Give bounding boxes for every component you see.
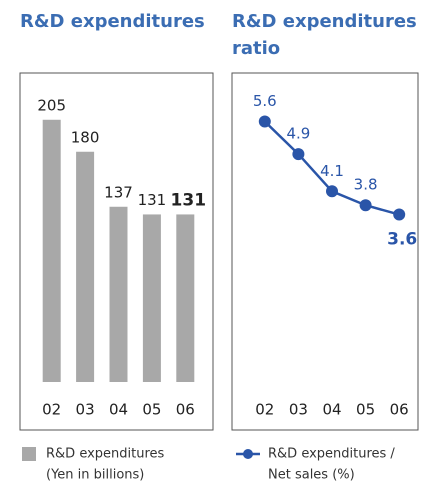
x-tick-label: 03 [76, 401, 95, 419]
legend-label: Net sales (%) [268, 468, 355, 483]
marker [393, 208, 406, 221]
x-tick-label: 04 [109, 401, 128, 419]
data-label: 131 [171, 190, 207, 210]
data-label: 205 [37, 96, 66, 114]
bar [109, 206, 128, 382]
marker [292, 148, 305, 161]
x-tick-label: 04 [322, 401, 341, 419]
x-tick-label: 06 [390, 401, 409, 419]
x-tick-label: 06 [176, 401, 195, 419]
plot-frame [231, 72, 419, 431]
data-label: 180 [71, 128, 100, 146]
plot-frame [19, 72, 214, 431]
legend-swatch [22, 447, 36, 461]
chart-title: R&D expenditures [20, 11, 205, 32]
marker [359, 199, 372, 212]
bar [42, 119, 61, 382]
bar [176, 214, 195, 382]
x-tick-label: 02 [255, 401, 274, 419]
data-label: 4.9 [286, 125, 310, 143]
data-label: 4.1 [320, 162, 344, 180]
marker [258, 115, 271, 128]
x-tick-label: 05 [356, 401, 375, 419]
data-label: 3.8 [354, 176, 378, 194]
legend-marker [243, 449, 253, 459]
data-label: 3.6 [387, 230, 417, 250]
data-label: 131 [138, 191, 167, 209]
chart-title: R&D expenditures ratio [232, 11, 417, 59]
x-tick-label: 05 [142, 401, 161, 419]
legend-label: R&D expenditures [46, 447, 165, 462]
legend-label: R&D expenditures / [268, 447, 395, 462]
x-tick-label: 03 [289, 401, 308, 419]
legend-label: (Yen in billions) [46, 468, 144, 483]
data-label: 137 [104, 183, 133, 201]
marker [326, 185, 338, 198]
data-label: 5.6 [253, 92, 277, 110]
x-tick-label: 02 [42, 401, 61, 419]
bar [142, 214, 161, 382]
bar [76, 151, 95, 382]
